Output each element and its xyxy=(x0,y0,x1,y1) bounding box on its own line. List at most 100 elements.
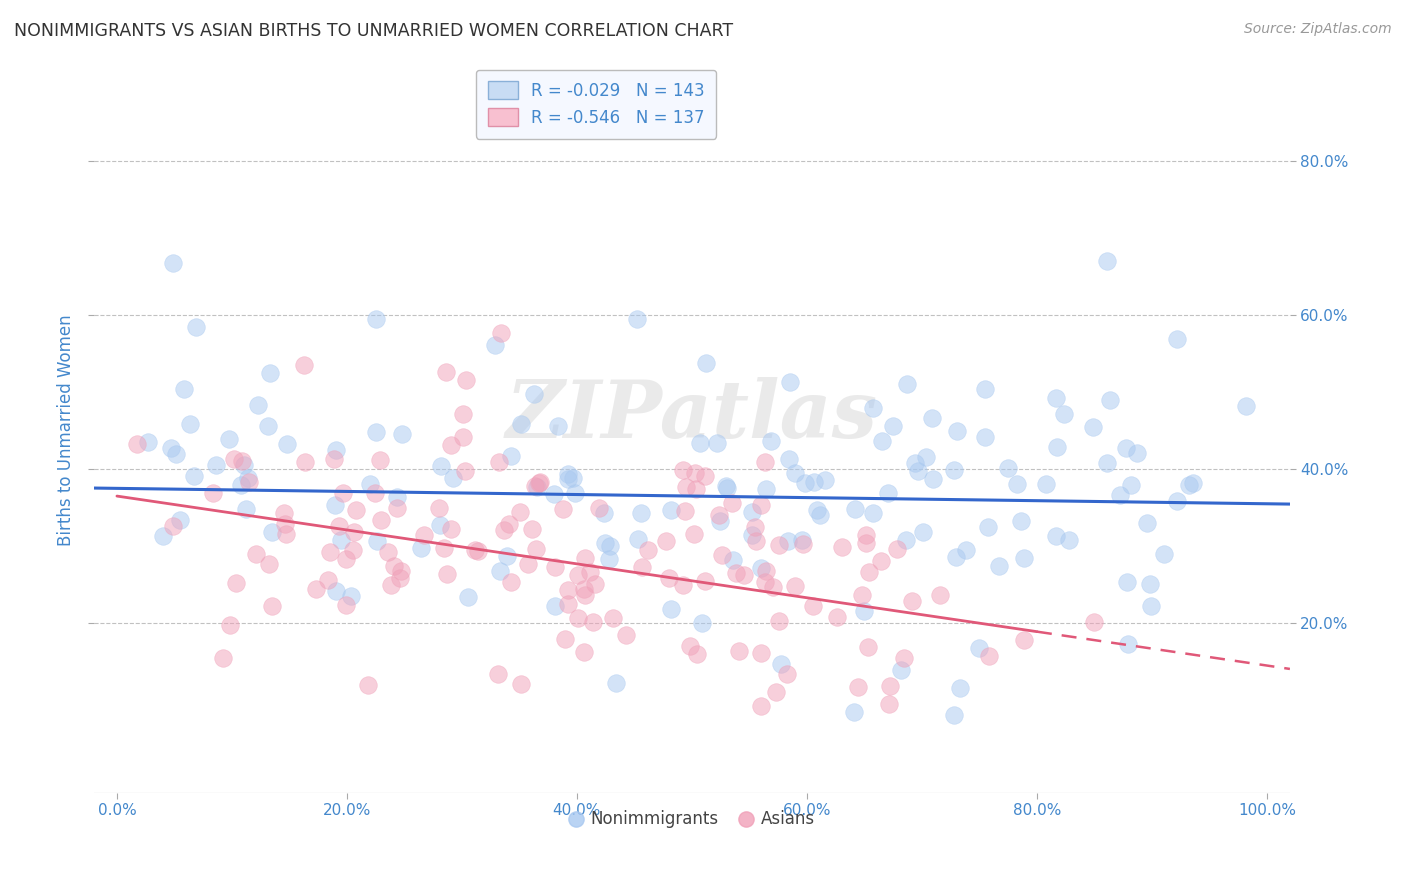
Point xyxy=(567,567,589,582)
Point xyxy=(364,425,387,439)
Point xyxy=(524,541,547,556)
Point xyxy=(233,458,256,473)
Point xyxy=(778,451,800,466)
Point xyxy=(683,527,706,541)
Point xyxy=(614,628,637,642)
Point xyxy=(842,706,865,720)
Point xyxy=(890,663,912,677)
Point xyxy=(637,542,659,557)
Point xyxy=(389,564,412,578)
Point xyxy=(340,590,363,604)
Point xyxy=(768,538,790,552)
Point xyxy=(526,480,548,494)
Point xyxy=(977,649,1000,664)
Point xyxy=(578,565,600,579)
Point xyxy=(364,485,387,500)
Point xyxy=(879,680,901,694)
Point xyxy=(1010,514,1032,528)
Point xyxy=(574,588,596,602)
Point xyxy=(136,434,159,449)
Point xyxy=(707,508,730,523)
Point xyxy=(357,678,380,692)
Point xyxy=(436,567,458,582)
Point xyxy=(870,554,893,568)
Point xyxy=(1177,477,1199,491)
Point xyxy=(716,481,738,495)
Point xyxy=(967,640,990,655)
Point xyxy=(741,528,763,542)
Point xyxy=(693,469,716,483)
Point xyxy=(257,419,280,434)
Point xyxy=(184,319,207,334)
Point xyxy=(366,311,388,326)
Point xyxy=(877,485,900,500)
Point xyxy=(1053,407,1076,421)
Text: NONIMMIGRANTS VS ASIAN BIRTHS TO UNMARRIED WOMEN CORRELATION CHART: NONIMMIGRANTS VS ASIAN BIRTHS TO UNMARRI… xyxy=(14,22,733,40)
Point xyxy=(907,464,929,478)
Point xyxy=(467,544,489,558)
Point xyxy=(685,482,707,496)
Point xyxy=(484,338,506,352)
Point xyxy=(855,527,877,541)
Point xyxy=(776,534,799,549)
Point xyxy=(706,435,728,450)
Point xyxy=(896,376,918,391)
Point xyxy=(125,437,148,451)
Point xyxy=(382,558,405,573)
Point xyxy=(655,533,678,548)
Point xyxy=(325,498,347,512)
Point xyxy=(523,387,546,401)
Point xyxy=(853,604,876,618)
Point xyxy=(721,495,744,509)
Point xyxy=(1182,475,1205,490)
Point xyxy=(370,513,392,527)
Point xyxy=(377,544,399,558)
Point xyxy=(588,500,610,515)
Point xyxy=(825,610,848,624)
Point xyxy=(276,437,298,451)
Point xyxy=(755,564,778,578)
Point xyxy=(583,577,606,591)
Point xyxy=(1012,633,1035,648)
Point xyxy=(627,532,650,546)
Point xyxy=(593,535,616,549)
Point xyxy=(183,468,205,483)
Point xyxy=(831,540,853,554)
Point xyxy=(689,435,711,450)
Point xyxy=(858,565,880,579)
Point xyxy=(524,479,547,493)
Point xyxy=(388,571,411,585)
Point xyxy=(921,411,943,425)
Point xyxy=(557,472,579,486)
Point xyxy=(370,453,392,467)
Point xyxy=(801,599,824,613)
Point xyxy=(675,480,697,494)
Point xyxy=(544,599,567,613)
Point xyxy=(686,648,709,662)
Point xyxy=(165,447,187,461)
Point xyxy=(510,676,533,690)
Point xyxy=(557,582,579,597)
Point xyxy=(779,375,801,389)
Point xyxy=(977,520,1000,534)
Point xyxy=(1140,599,1163,613)
Point xyxy=(974,382,997,396)
Point xyxy=(219,618,242,632)
Point xyxy=(562,471,585,485)
Point xyxy=(527,475,550,490)
Point xyxy=(201,486,224,500)
Point xyxy=(672,578,695,592)
Point xyxy=(236,471,259,485)
Point xyxy=(631,559,654,574)
Point xyxy=(160,441,183,455)
Point xyxy=(793,476,815,491)
Point xyxy=(792,537,814,551)
Point xyxy=(231,454,253,468)
Point xyxy=(152,529,174,543)
Point xyxy=(543,487,565,501)
Point xyxy=(162,256,184,270)
Point xyxy=(440,522,463,536)
Point xyxy=(342,543,364,558)
Point xyxy=(343,524,366,539)
Point xyxy=(599,539,621,553)
